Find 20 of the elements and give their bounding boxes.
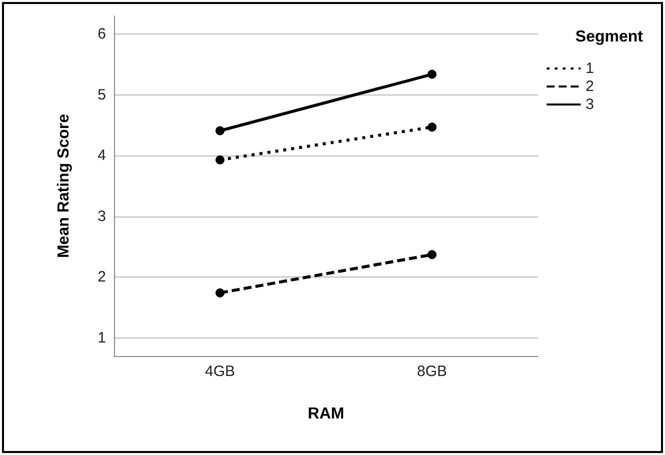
y-tick-label: 6 [98,26,106,43]
y-tick-label: 3 [98,208,106,225]
point [428,250,436,260]
point [428,122,436,132]
legend-title: Segment [575,28,644,46]
point [216,126,224,136]
x-tick-label: 4GB [204,363,236,380]
x-tick-label: 8GB [416,363,448,380]
legend-label: 3 [586,96,594,113]
y-tick-label: 5 [98,86,106,104]
point [216,155,224,164]
x-axis-title: RAM [308,406,344,422]
y-tick-label: 1 [98,329,106,346]
y-axis-title: Mean Rating Score [56,114,72,258]
y-tick-label: 2 [98,268,106,286]
point [216,288,224,298]
y-tick-label: 4 [98,147,106,164]
legend-label: 1 [586,60,594,77]
point [428,70,436,79]
legend-label: 2 [586,78,594,95]
